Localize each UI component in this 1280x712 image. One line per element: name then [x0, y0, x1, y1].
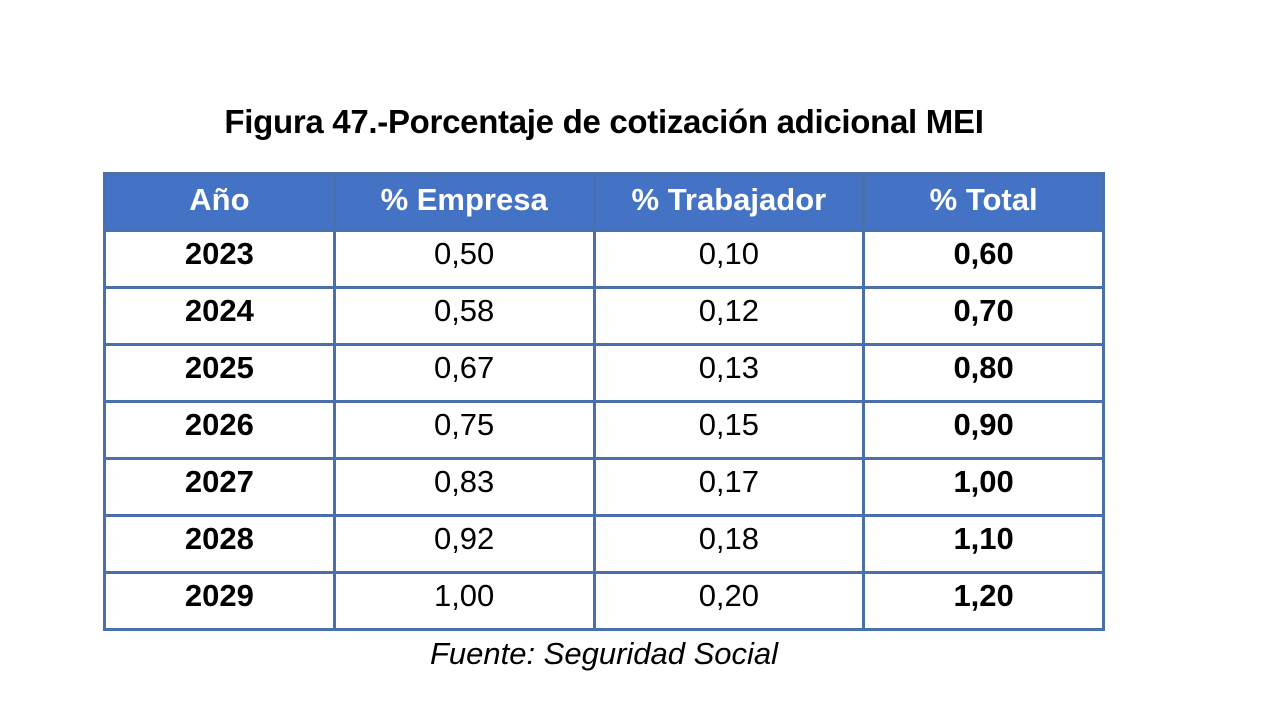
value-cell: 0,83: [332, 457, 596, 517]
value-cell: 0,18: [592, 514, 866, 574]
table-row: 2029 1,00 0,20 1,20: [103, 571, 1105, 631]
table-row: 2026 0,75 0,15 0,90: [103, 400, 1105, 460]
table-row: 2023 0,50 0,10 0,60: [103, 229, 1105, 289]
table-row: 2028 0,92 0,18 1,10: [103, 514, 1105, 574]
column-header: % Empresa: [332, 172, 596, 232]
value-cell: 0,67: [332, 343, 596, 403]
total-cell: 1,00: [862, 457, 1105, 517]
table-row: 2024 0,58 0,12 0,70: [103, 286, 1105, 346]
column-header: % Total: [862, 172, 1105, 232]
column-header: % Trabajador: [592, 172, 866, 232]
table-row: 2027 0,83 0,17 1,00: [103, 457, 1105, 517]
value-cell: 0,15: [592, 400, 866, 460]
year-cell: 2029: [103, 571, 336, 631]
value-cell: 0,58: [332, 286, 596, 346]
year-cell: 2025: [103, 343, 336, 403]
year-cell: 2023: [103, 229, 336, 289]
value-cell: 0,12: [592, 286, 866, 346]
value-cell: 1,00: [332, 571, 596, 631]
figure-title: Figura 47.-Porcentaje de cotización adic…: [224, 103, 984, 140]
mei-table: Año% Empresa% Trabajador% Total 2023 0,50…: [103, 172, 1105, 631]
total-cell: 0,90: [862, 400, 1105, 460]
value-cell: 0,10: [592, 229, 866, 289]
value-cell: 0,50: [332, 229, 596, 289]
year-cell: 2027: [103, 457, 336, 517]
value-cell: 0,20: [592, 571, 866, 631]
year-cell: 2024: [103, 286, 336, 346]
value-cell: 0,75: [332, 400, 596, 460]
total-cell: 0,60: [862, 229, 1105, 289]
total-cell: 1,10: [862, 514, 1105, 574]
table-header-row: Año% Empresa% Trabajador% Total: [103, 172, 1105, 232]
table-body: 2023 0,50 0,10 0,60 2024 0,58 0,12 0,70 2025 0,67…: [103, 229, 1105, 631]
year-cell: 2026: [103, 400, 336, 460]
year-cell: 2028: [103, 514, 336, 574]
total-cell: 0,80: [862, 343, 1105, 403]
source-note: Fuente: Seguridad Social: [429, 636, 779, 671]
column-header: Año: [103, 172, 336, 232]
total-cell: 0,70: [862, 286, 1105, 346]
table-row: 2025 0,67 0,13 0,80: [103, 343, 1105, 403]
total-cell: 1,20: [862, 571, 1105, 631]
value-cell: 0,13: [592, 343, 866, 403]
value-cell: 0,17: [592, 457, 866, 517]
value-cell: 0,92: [332, 514, 596, 574]
